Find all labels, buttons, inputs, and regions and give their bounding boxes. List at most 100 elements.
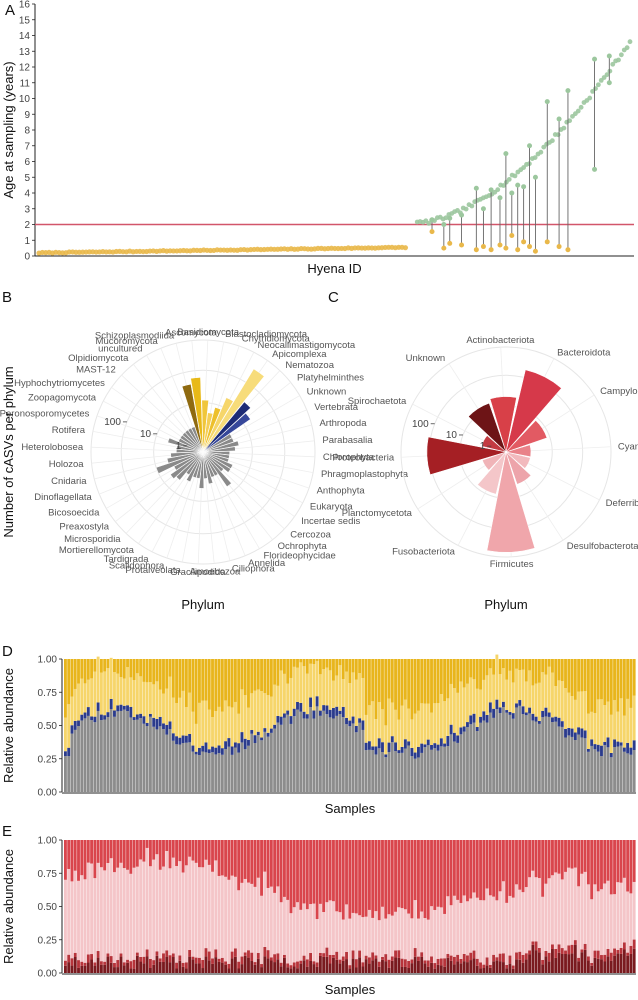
panel-d-bar-segment <box>158 726 162 792</box>
panel-d-bar-segment <box>560 681 564 722</box>
panel-d-bar-segment <box>126 667 129 706</box>
panel-d-bar-segment <box>328 717 332 792</box>
panel-e-bar-segment <box>77 840 80 881</box>
panel-e-bar-segment <box>583 943 587 950</box>
panel-e-bar-segment <box>498 891 502 954</box>
panel-e-bar-segment <box>126 962 129 973</box>
panel-d-ylabel: Relative abundance <box>1 668 16 783</box>
panel-d-bar-segment <box>299 659 303 663</box>
panel-d-bar-segment <box>302 711 306 719</box>
panel-d-bar-segment <box>162 659 165 694</box>
panel-e-bar-segment <box>619 882 623 948</box>
panel-d-bar-segment <box>606 737 610 748</box>
panel-a-link-point <box>429 229 435 235</box>
panel-e-bar-segment <box>606 880 610 950</box>
panel-d-bar-segment <box>142 659 146 682</box>
panel-e-bar-segment <box>537 878 541 948</box>
panel-e-bar-segment <box>397 950 401 958</box>
panel-d-bar-segment <box>498 713 502 792</box>
panel-e-bar-segment <box>452 956 456 965</box>
panel-d-bar-segment <box>593 713 597 745</box>
panel-d-bar-segment <box>243 738 247 750</box>
panel-d-bar-segment <box>145 659 149 683</box>
panel-d-bar-segment <box>609 752 613 758</box>
panel-e-bar-segment <box>312 840 316 904</box>
panel-d-bar-segment <box>537 659 541 683</box>
panel-e-bar-segment <box>557 840 561 874</box>
panel-d-bar-segment <box>233 747 237 792</box>
panel-e-bar-segment <box>286 899 290 964</box>
panel-d-bar-segment <box>606 747 610 792</box>
panel-d-bar-segment <box>407 659 411 709</box>
panel-d-bar-segment <box>302 718 306 792</box>
panel-d-bar-segment <box>184 707 188 736</box>
panel-d-bar-segment <box>279 670 283 717</box>
panel-e-bar-segment <box>420 840 424 912</box>
panel-e-bar-segment <box>518 840 522 890</box>
panel-d-bar-segment <box>472 659 476 680</box>
panel-e-bar-segment <box>289 965 293 969</box>
panel-e-bar-segment <box>420 952 424 957</box>
panel-e-bar-segment <box>338 840 342 913</box>
panel-e-bar-segment <box>296 968 299 973</box>
panel-e-bar-segment <box>70 881 74 959</box>
panel-d-bar-segment <box>289 677 293 717</box>
panel-b-bar <box>176 448 204 453</box>
panel-d-bar-segment <box>158 689 162 717</box>
panel-d-bar-segment <box>155 659 159 682</box>
panel-e-bar-segment <box>400 966 404 973</box>
panel-d-bar-segment <box>534 721 538 792</box>
panel-d-bar-segment <box>73 659 77 689</box>
panel-e-bar-segment <box>367 963 371 973</box>
panel-d-bar-segment <box>77 720 80 727</box>
panel-e-bar-segment <box>583 871 587 944</box>
panel-d-bar-segment <box>148 716 152 792</box>
panel-d-bar-segment <box>567 735 571 792</box>
panel-d-bar-segment <box>162 723 165 730</box>
panel-e-bar-segment <box>67 840 71 869</box>
panel-d-bar-segment <box>508 659 512 671</box>
panel-d-bar-segment <box>211 659 214 718</box>
panel-e-bar-segment <box>521 840 525 893</box>
panel-d-bar-segment <box>439 694 443 739</box>
panel-d-bar-segment <box>309 659 313 664</box>
panel-e-bar-segment <box>436 958 440 965</box>
panel-e-bar-segment <box>148 967 152 973</box>
panel-e-bar-segment <box>312 961 316 965</box>
panel-e-bar-segment <box>194 957 198 964</box>
panel-d-bar-segment <box>188 692 192 734</box>
panel-b-category-label: Rotifera <box>52 425 86 436</box>
panel-e-bar-segment <box>364 916 368 956</box>
panel-e-bar-segment <box>80 965 84 973</box>
panel-e-bar-segment <box>544 950 548 957</box>
panel-d-bar-segment <box>374 746 378 755</box>
panel-e-bar-segment <box>162 866 165 954</box>
panel-d-bar-segment <box>426 739 430 746</box>
panel-d-bar-segment <box>204 659 208 701</box>
panel-e-bar-segment <box>456 840 460 900</box>
panel-d-bar-segment <box>420 703 424 744</box>
panel-e-bar-segment <box>462 953 466 962</box>
panel-a-link-point <box>544 239 550 245</box>
panel-d-bar-segment <box>403 699 407 740</box>
panel-d-bar-segment <box>482 711 486 721</box>
panel-a-link-point <box>606 80 612 86</box>
panel-d-bar-segment <box>501 701 505 708</box>
panel-e-bar-segment <box>243 952 247 956</box>
panel-a-adult-point <box>607 68 613 74</box>
panel-e-bar-segment <box>282 954 286 958</box>
panel-b-bar <box>182 432 204 453</box>
panel-d-bar-segment <box>521 706 525 715</box>
panel-b-grid-outer <box>90 339 316 565</box>
panel-e-bar-segment <box>96 951 100 958</box>
panel-e-bar-segment <box>573 944 577 973</box>
panel-d-bar-segment <box>580 691 584 729</box>
panel-e-bar-segment <box>472 892 476 951</box>
panel-a-adult-point <box>469 203 475 209</box>
panel-d-bar-segment <box>456 735 460 743</box>
panel-a-link-point <box>592 166 598 172</box>
panel-e-bar-segment <box>230 951 234 959</box>
panel-e-bar-segment <box>191 840 195 861</box>
panel-e-bar-segment <box>413 900 417 949</box>
panel-d-bar-segment <box>211 752 214 792</box>
